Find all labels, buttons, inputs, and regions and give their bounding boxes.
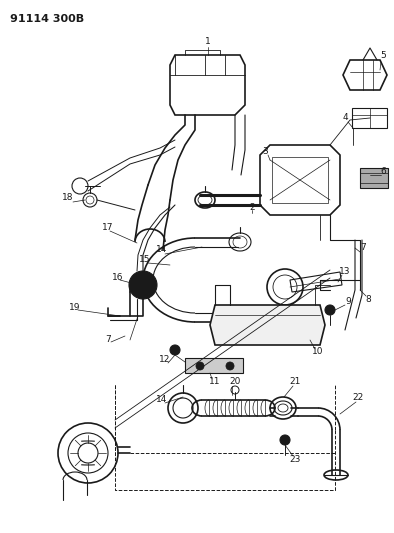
Text: 7: 7 (360, 244, 366, 253)
Text: 18: 18 (62, 193, 74, 203)
Text: 23: 23 (289, 456, 301, 464)
Text: 13: 13 (339, 268, 351, 277)
Text: 20: 20 (229, 377, 241, 386)
Circle shape (325, 305, 335, 315)
Text: 10: 10 (312, 348, 324, 357)
Text: 9: 9 (345, 297, 351, 306)
Text: 12: 12 (159, 356, 171, 365)
Text: 14: 14 (156, 246, 168, 254)
Text: 21: 21 (289, 377, 301, 386)
Bar (360, 168, 388, 188)
Circle shape (226, 362, 234, 370)
Text: 1: 1 (205, 37, 211, 46)
Text: 3: 3 (262, 148, 268, 157)
Text: 22: 22 (352, 393, 364, 402)
Text: 8: 8 (365, 295, 371, 304)
Text: 16: 16 (112, 273, 124, 282)
Text: 15: 15 (139, 255, 151, 264)
Text: 5: 5 (380, 52, 386, 61)
Bar (352, 108, 387, 128)
Text: 7: 7 (105, 335, 111, 344)
Polygon shape (210, 305, 325, 345)
Circle shape (170, 345, 180, 355)
Circle shape (196, 362, 204, 370)
Text: 17: 17 (102, 223, 114, 232)
Bar (185, 358, 243, 373)
Text: 2: 2 (249, 203, 255, 212)
Text: 4: 4 (342, 114, 348, 123)
Circle shape (280, 435, 290, 445)
Text: 6: 6 (380, 167, 386, 176)
Circle shape (129, 271, 157, 299)
Text: 14: 14 (156, 395, 168, 405)
Text: 91114 300B: 91114 300B (10, 14, 84, 24)
Bar (272, 157, 328, 203)
Text: 19: 19 (69, 303, 81, 312)
Text: 11: 11 (209, 377, 221, 386)
